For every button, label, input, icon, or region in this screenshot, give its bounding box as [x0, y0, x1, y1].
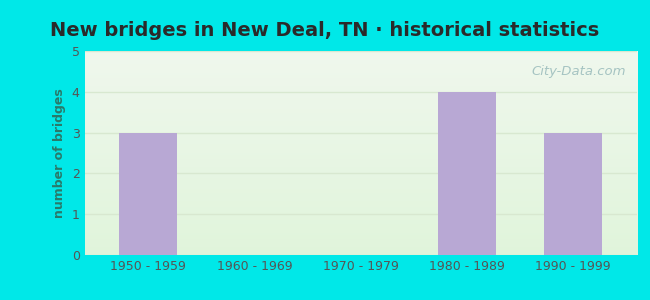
Y-axis label: number of bridges: number of bridges [53, 88, 66, 218]
Bar [438, 92, 496, 255]
Bar [119, 133, 177, 255]
Text: New bridges in New Deal, TN · historical statistics: New bridges in New Deal, TN · historical… [51, 21, 599, 40]
Text: City-Data.com: City-Data.com [532, 65, 626, 78]
Bar [544, 133, 603, 255]
